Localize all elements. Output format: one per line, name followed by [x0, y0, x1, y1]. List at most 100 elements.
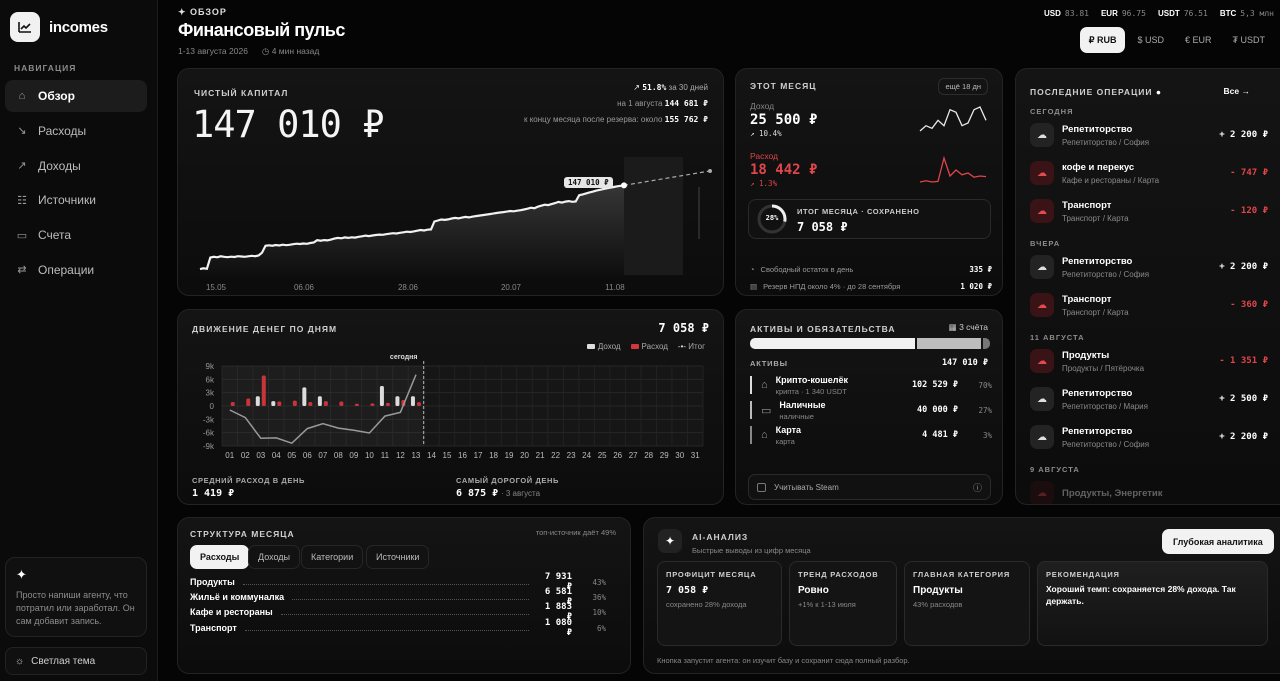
rate-usdt: USDT 76.51: [1157, 9, 1208, 18]
expense-value: 18 442 ₽: [750, 162, 818, 178]
structure-card: СТРУКТУРА МЕСЯЦА топ-источник даёт 49% Р…: [177, 517, 631, 674]
operation-row[interactable]: ☁ Репетиторство Репетиторство / Мария + 2 5…: [1030, 383, 1268, 415]
day-label: 16: [458, 451, 467, 460]
operation-row[interactable]: ☁ Репетиторство Репетиторство / София + 2 2…: [1030, 421, 1268, 453]
saved-percent-ring: [757, 204, 787, 234]
operation-amount: - 747 ₽: [1230, 168, 1268, 178]
ai-box-trend: ТРЕНД РАСХОДОВ Ровно +1% к 1-13 июля: [789, 561, 897, 646]
all-operations-link[interactable]: Все →: [1223, 86, 1250, 96]
home-icon: ⌂: [18, 90, 26, 102]
operation-row[interactable]: ☁ Репетиторство Репетиторство / София + 2 2…: [1030, 251, 1268, 283]
operation-subtitle: Продукты / Пятёрочка: [1062, 363, 1145, 373]
y-tick-label: -3k: [203, 415, 215, 424]
wallet-icon: ▭: [761, 404, 772, 417]
sidebar-item-expenses[interactable]: ↘ Расходы: [5, 115, 147, 147]
logo[interactable]: incomes: [10, 12, 108, 42]
sun-icon: ☼: [15, 655, 25, 667]
operation-title: Репетиторство: [1062, 387, 1133, 399]
operation-subtitle: Репетиторство / Мария: [1062, 401, 1148, 411]
expense-cloud-icon: ☁: [1030, 349, 1054, 373]
sidebar-item-sources[interactable]: ☷ Источники: [5, 184, 147, 216]
agent-hint-card[interactable]: ✦ Просто напиши агенту, что потратил или…: [5, 557, 147, 637]
currency-eur-button[interactable]: € EUR: [1184, 35, 1212, 45]
income-bar: [317, 396, 322, 406]
tab-categories[interactable]: Категории: [301, 545, 364, 569]
structure-row[interactable]: Кафе и рестораны 1 883 ₽10%: [190, 602, 606, 622]
currency-switcher: ₽ RUB $ USD € EUR ₮ USDT: [1079, 27, 1274, 53]
operation-row[interactable]: ☁ Продукты, Энергетик: [1030, 477, 1268, 504]
operations-card: ПОСЛЕДНИЕ ОПЕРАЦИИ ● Все → СЕГОДНЯ ☁ Репет…: [1015, 68, 1280, 505]
expense-bar: [308, 402, 313, 406]
legend-total: -•- Итог: [677, 342, 705, 351]
operation-row[interactable]: ☁ кофе и перекус Кафе и рестораны / Карта -…: [1030, 157, 1268, 189]
tab-sources[interactable]: Источники: [366, 545, 430, 569]
steam-toggle-row[interactable]: Учитывать Steam ⓘ: [748, 474, 991, 500]
asset-row-cash[interactable]: ▭ Наличные наличные 40 000 ₽27%: [750, 398, 992, 422]
trend-up-icon: ↗: [17, 160, 27, 173]
operation-row[interactable]: ☁ Продукты Продукты / Пятёрочка - 1 351 ₽: [1030, 345, 1268, 377]
currency-usd-button[interactable]: $ USD: [1137, 35, 1164, 45]
expense-change: ↗ 1.3%: [750, 179, 778, 188]
page-subtitle: 1-13 августа 2026 ◷ 4 мин назад: [178, 46, 319, 57]
sidebar-item-operations[interactable]: ⇄ Операции: [5, 254, 147, 286]
y-tick-label: 3k: [206, 389, 215, 398]
operation-row[interactable]: ☁ Репетиторство Репетиторство / София + 2 2…: [1030, 119, 1268, 151]
ai-box-category: ГЛАВНАЯ КАТЕГОРИЯ Продукты 43% расходов: [904, 561, 1030, 646]
trend-down-icon: ↘: [17, 125, 27, 138]
currency-usdt-button[interactable]: ₮ USDT: [1232, 35, 1266, 45]
currency-rub-button[interactable]: ₽ RUB: [1079, 27, 1126, 53]
day-label: 03: [256, 451, 265, 460]
income-cloud-icon: ☁: [1030, 425, 1054, 449]
page-title: Финансовый пульс: [178, 20, 345, 40]
day-label: 23: [567, 451, 576, 460]
forecast-line: [623, 170, 711, 186]
structure-row[interactable]: Продукты 7 931 ₽43%: [190, 572, 606, 592]
operation-amount: + 2 200 ₽: [1219, 432, 1268, 442]
expense-cloud-icon: ☁: [1030, 161, 1054, 185]
page-kicker: ✦ ОБЗОР: [178, 7, 227, 18]
steam-checkbox[interactable]: [757, 482, 766, 492]
day-label: 21: [536, 451, 545, 460]
structure-row[interactable]: Транспорт 1 080 ₽6%: [190, 618, 606, 638]
operation-title: кофе и перекус: [1062, 161, 1135, 173]
operation-subtitle: Репетиторство / София: [1062, 439, 1150, 449]
asset-row-card[interactable]: ⌂ Карта карта 4 481 ₽3%: [750, 423, 992, 447]
assets-subheading: АКТИВЫ: [750, 359, 788, 368]
operation-row[interactable]: ☁ Транспорт Транспорт / Карта - 120 ₽: [1030, 195, 1268, 227]
info-icon[interactable]: ⓘ: [972, 482, 982, 493]
ai-footer-note: Кнопка запустит агента: он изучит базу и…: [657, 656, 910, 665]
deep-analytics-button[interactable]: Глубокая аналитика: [1162, 529, 1274, 554]
sidebar-item-income[interactable]: ↗ Доходы: [5, 150, 147, 182]
structure-row[interactable]: Жильё и коммуналка 6 581 ₽36%: [190, 587, 606, 607]
month-result-value: 7 058 ₽: [797, 220, 848, 234]
sidebar-item-accounts[interactable]: ▭ Счета: [5, 219, 147, 251]
income-cloud-icon: ☁: [1030, 387, 1054, 411]
x-tick-label: 20.07: [501, 283, 522, 292]
day-label: 06: [303, 451, 312, 460]
max-day-row: 6 875 ₽ · 3 августа: [456, 488, 541, 499]
operation-title: Транспорт: [1062, 199, 1112, 211]
operations-heading: ПОСЛЕДНИЕ ОПЕРАЦИИ ●: [1030, 87, 1163, 97]
theme-toggle-button[interactable]: ☼ Светлая тема: [5, 647, 147, 675]
operation-text: Репетиторство Репетиторство / София: [1062, 124, 1219, 147]
operation-title: Транспорт: [1062, 293, 1112, 305]
tab-expenses[interactable]: Расходы: [190, 545, 250, 569]
operation-text: Продукты, Энергетик: [1062, 488, 1268, 499]
asset-row-crypto[interactable]: ⌂ Крипто-кошелёк крипта · 1 340 USDT 102 …: [750, 373, 992, 397]
assets-bar-crypto: [750, 338, 916, 349]
expense-label: Расход: [750, 151, 779, 161]
day-label: 18: [489, 451, 498, 460]
chart-logo-icon: [10, 12, 40, 42]
tab-income[interactable]: Доходы: [248, 545, 301, 569]
arrow-up-icon: ↗: [633, 83, 643, 92]
sidebar-item-overview[interactable]: ⌂ Обзор: [5, 80, 147, 112]
operation-row[interactable]: ☁ Транспорт Транспорт / Карта - 360 ₽: [1030, 289, 1268, 321]
day-label: 07: [318, 451, 327, 460]
sparkle-icon: ✦: [16, 567, 27, 582]
net-worth-line: [199, 184, 625, 271]
expense-cloud-icon: ☁: [1030, 481, 1054, 504]
operations-group-label: СЕГОДНЯ: [1030, 107, 1074, 116]
income-value: 25 500 ₽: [750, 112, 818, 128]
sparkle-icon: ✦: [178, 7, 191, 17]
chart-tooltip: 147 010 ₽: [564, 177, 613, 188]
